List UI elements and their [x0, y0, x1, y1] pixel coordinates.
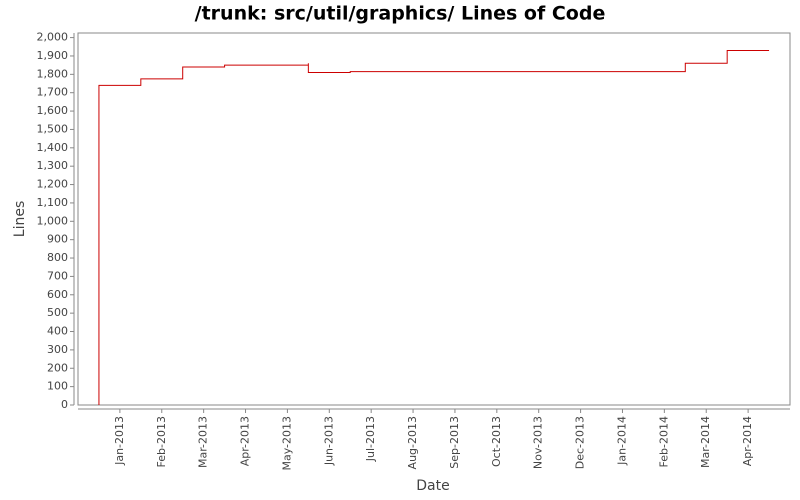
y-tick-label: 1,400 [37, 141, 69, 154]
y-tick-label: 1,000 [37, 214, 69, 227]
plot-area [77, 32, 791, 406]
y-tick-label: 100 [47, 380, 68, 393]
x-tick-label: Apr-2013 [239, 416, 252, 466]
x-tick-label: Sep-2013 [448, 416, 461, 469]
y-tick-label: 1,200 [37, 178, 69, 191]
chart-title: /trunk: src/util/graphics/ Lines of Code [195, 3, 606, 25]
y-tick-label: 1,300 [37, 159, 69, 172]
x-tick-label: Feb-2014 [657, 416, 670, 467]
data-line [98, 49, 770, 405]
y-tick-label: 500 [47, 306, 68, 319]
x-tick-label: Aug-2013 [406, 416, 419, 469]
y-tick-label: 0 [61, 398, 68, 411]
y-tick-label: 600 [47, 288, 68, 301]
x-tick-label: Jan-2013 [113, 416, 126, 466]
y-tick-label: 1,600 [37, 104, 69, 117]
x-tick-label: Feb-2013 [155, 416, 168, 467]
y-tick-label: 200 [47, 361, 68, 374]
y-tick-label: 1,800 [37, 67, 69, 80]
x-tick-label: Nov-2013 [532, 416, 545, 469]
y-tick-label: 800 [47, 251, 68, 264]
x-tick-label: May-2013 [280, 416, 293, 471]
x-tick-label: Jun-2013 [322, 416, 335, 466]
x-axis-label: Date [416, 478, 449, 494]
x-tick-label: Mar-2013 [197, 416, 210, 468]
x-tick-label: Oct-2013 [490, 416, 503, 467]
y-tick-label: 1,900 [37, 49, 69, 62]
y-tick-label: 1,500 [37, 122, 69, 135]
y-tick-label: 300 [47, 343, 68, 356]
y-tick-label: 400 [47, 325, 68, 338]
y-tick-label: 700 [47, 269, 68, 282]
x-tick-label: Jan-2014 [615, 416, 628, 466]
x-tick-label: Jul-2013 [364, 416, 377, 462]
y-tick-label: 900 [47, 233, 68, 246]
y-tick-label: 1,700 [37, 86, 69, 99]
x-tick-label: Apr-2014 [741, 416, 754, 466]
y-axis-label: Lines [12, 201, 28, 237]
y-tick-label: 1,100 [37, 196, 69, 209]
y-tick-label: 2,000 [37, 31, 69, 44]
x-tick-label: Mar-2014 [699, 416, 712, 468]
x-tick-label: Dec-2013 [574, 416, 587, 469]
